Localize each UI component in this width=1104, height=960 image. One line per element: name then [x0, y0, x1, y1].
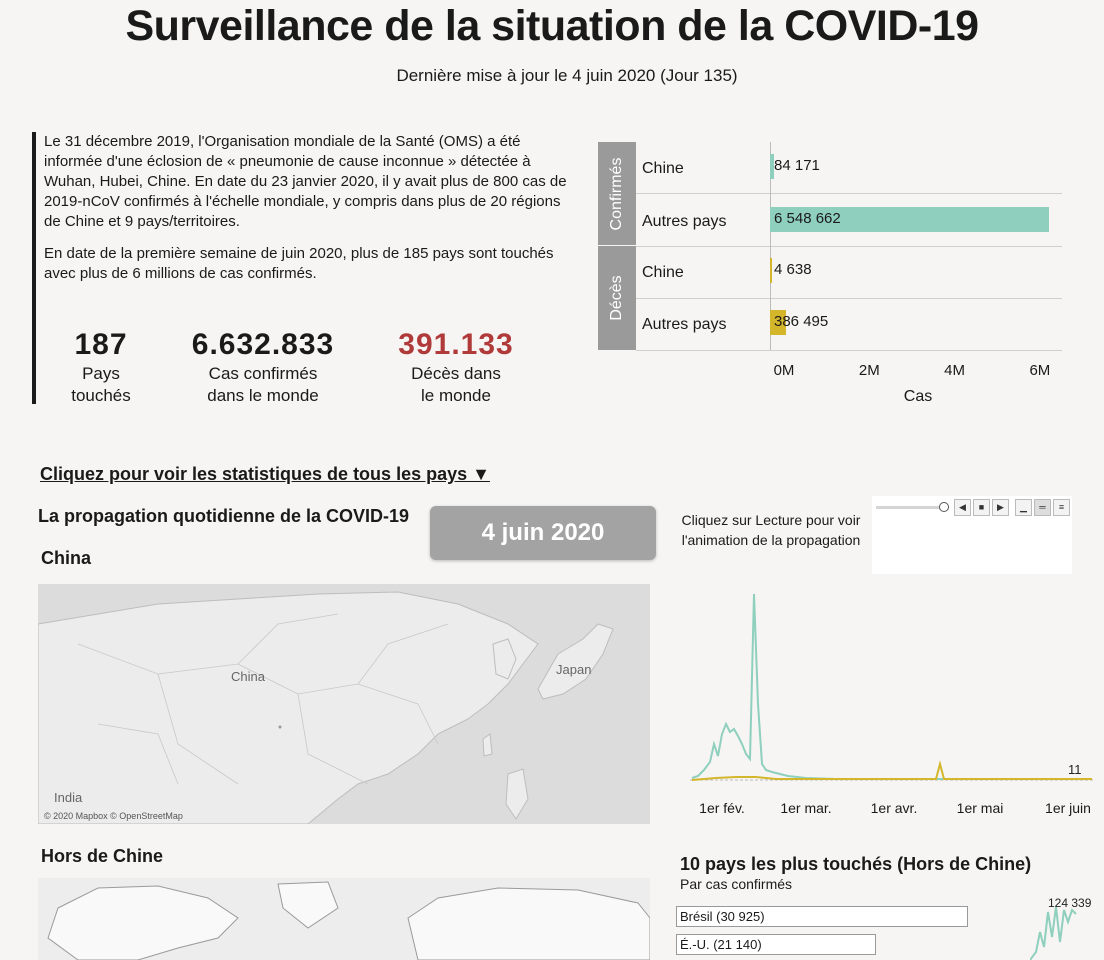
bar-category-label: Autres pays	[642, 316, 727, 333]
row-separator	[636, 246, 1062, 247]
stat-value: 391.133	[398, 328, 514, 361]
bar-x-tick: 0M	[773, 362, 795, 379]
spread-section-title: La propagation quotidienne de la COVID-1…	[38, 506, 410, 526]
step-forward-icon[interactable]: ▶	[992, 499, 1009, 516]
group-label-deaths: Décès	[598, 246, 636, 350]
cases-bar-chart: Confirmés Décès Chine Autres pays Chine …	[598, 142, 1068, 412]
intro-paragraph: En date de la première semaine de juin 2…	[44, 245, 554, 282]
last-value-label: 11	[1068, 762, 1082, 777]
korea-peninsula	[492, 638, 517, 680]
stat-label: Décès dans	[411, 364, 501, 383]
map-attribution: © 2020 Mapbox © OpenStreetMap	[44, 811, 183, 821]
bar-category-label: Chine	[642, 264, 684, 281]
bar-confirmed[interactable]	[770, 154, 774, 179]
bar-category-label: Chine	[642, 160, 684, 177]
row-separator	[636, 350, 1062, 351]
stat-confirmed: 6.632.833 Cas confirmés dans le monde	[178, 328, 348, 406]
page-title: Surveillance de la situation de la COVID…	[125, 2, 979, 50]
stat-deaths: 391.133 Décès dans le monde	[386, 328, 526, 406]
stat-label: dans le monde	[207, 386, 319, 405]
stop-icon[interactable]: ■	[973, 499, 990, 516]
bar-axis-line	[770, 142, 771, 350]
bar-x-tick: 2M	[858, 362, 880, 379]
group-label-confirmed: Confirmés	[598, 142, 636, 245]
all-countries-link[interactable]: Cliquez pour voir les statistiques de to…	[40, 464, 490, 484]
line-x-tick: 1er mar.	[780, 800, 832, 816]
greenland-landmass	[277, 881, 339, 929]
mini-series-line	[1030, 906, 1077, 960]
map-label-china: China	[231, 669, 266, 684]
bar-x-tick: 6M	[1029, 362, 1051, 379]
intro-panel: Le 31 décembre 2019, l'Organisation mond…	[32, 132, 577, 406]
top10-item[interactable]: Brésil (30 925)	[676, 906, 968, 927]
stat-value: 6.632.833	[191, 328, 335, 361]
bar-confirmed[interactable]	[770, 207, 1050, 232]
china-map-title: China	[41, 548, 92, 568]
last-updated: Dernière mise à jour le 4 juin 2020 (Jou…	[396, 66, 738, 85]
confirmed-series-line	[691, 593, 1092, 780]
line-x-tick: 1er mai	[956, 800, 1004, 816]
current-date-display: 4 juin 2020	[430, 506, 656, 560]
stat-label: Cas confirmés	[208, 364, 318, 383]
bar-x-tick: 4M	[944, 362, 965, 379]
bar-x-axis-label: Cas	[903, 388, 933, 405]
mini-value-label: 124 339	[1048, 896, 1092, 910]
stat-label: le monde	[421, 386, 491, 405]
stat-label: touchés	[71, 386, 131, 405]
wuhan-marker[interactable]	[278, 725, 282, 729]
top10-title: 10 pays les plus touchés (Hors de Chine)	[680, 854, 1032, 874]
row-separator	[636, 298, 1062, 299]
line-x-tick: 1er fév.	[699, 800, 745, 816]
philippines-islands	[505, 768, 529, 820]
japan-island	[537, 623, 614, 700]
bar-value-label: 4 638	[774, 261, 812, 278]
north-america-landmass	[47, 885, 239, 960]
stat-value: 187	[74, 328, 128, 361]
top10-subtitle: Par cas confirmés	[680, 876, 793, 892]
line-x-tick: 1er juin	[1045, 800, 1091, 816]
line-chart-plot: 11	[690, 593, 1094, 781]
map-label-india: India	[54, 790, 83, 805]
eurasia-landmass	[407, 887, 650, 960]
deaths-series-line	[691, 760, 1092, 781]
bar-category-label: Autres pays	[642, 213, 727, 230]
step-back-icon[interactable]: ◀	[954, 499, 971, 516]
bar-value-label: 386 495	[774, 313, 829, 330]
top10-item[interactable]: É.-U. (21 140)	[676, 934, 876, 955]
china-map[interactable]: China Japan India © 2020 Mapbox © OpenSt…	[38, 584, 650, 824]
intro-paragraph: Le 31 décembre 2019, l'Organisation mond…	[44, 133, 567, 230]
taiwan-island	[482, 733, 493, 757]
asia-landmass	[38, 591, 539, 824]
top10-mini-chart: 124 339	[1030, 896, 1092, 960]
play-hint: Cliquez sur Lecture pour voir l'animatio…	[681, 512, 861, 548]
bar-deaths[interactable]	[770, 258, 772, 283]
line-x-tick: 1er avr.	[870, 800, 918, 816]
animation-player: ◀ ■ ▶ ▁ ═ ≡	[872, 496, 1072, 574]
bar-deaths[interactable]	[770, 310, 787, 335]
bar-value-label: 6 548 662	[774, 210, 841, 227]
timeline-slider[interactable]	[876, 506, 946, 509]
stat-countries: 187 Pays touchés	[56, 328, 146, 406]
province-borders	[77, 613, 449, 785]
speed-slow-icon[interactable]: ▁	[1015, 499, 1032, 516]
speed-fast-icon[interactable]: ≡	[1053, 499, 1070, 516]
map-label-japan: Japan	[556, 662, 591, 677]
row-separator	[636, 193, 1062, 194]
world-map[interactable]	[38, 878, 650, 960]
bar-value-label: 84 171	[774, 157, 820, 174]
stat-label: Pays	[82, 364, 120, 383]
slider-knob[interactable]	[939, 502, 949, 512]
daily-cases-line-chart: 11 1er fév. 1er mar. 1er avr. 1er mai 1er ju…	[676, 584, 1096, 824]
speed-medium-icon[interactable]: ═	[1034, 499, 1051, 516]
world-map-title: Hors de Chine	[41, 846, 164, 866]
